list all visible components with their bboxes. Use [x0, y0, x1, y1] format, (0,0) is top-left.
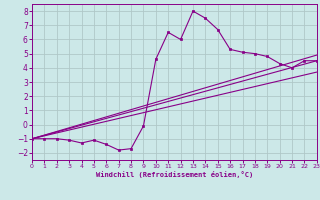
X-axis label: Windchill (Refroidissement éolien,°C): Windchill (Refroidissement éolien,°C) [96, 171, 253, 178]
